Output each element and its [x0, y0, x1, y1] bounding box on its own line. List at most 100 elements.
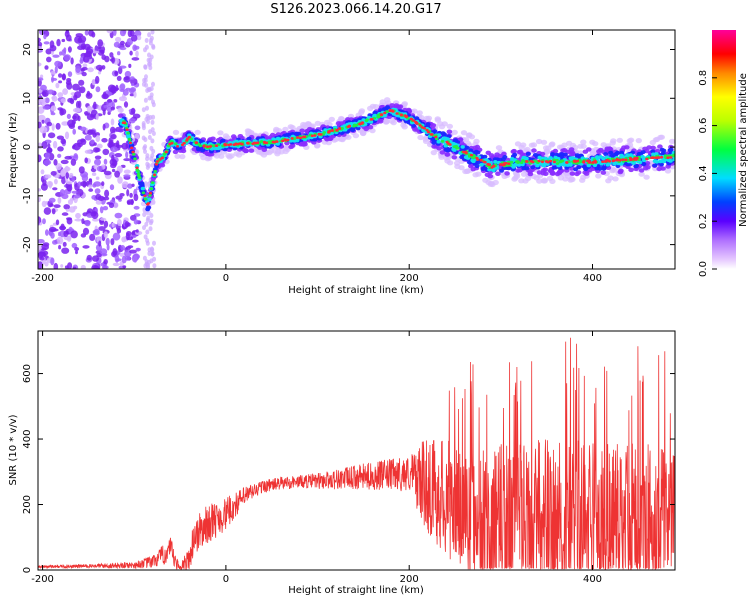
noise-blob: [115, 36, 122, 43]
ridge-inner: [510, 157, 515, 161]
ridge-core: [296, 136, 300, 139]
noise-blob: [125, 246, 131, 251]
noise-blob: [152, 240, 156, 246]
ridge-core: [504, 161, 508, 165]
noise-blob: [119, 96, 127, 102]
noise-blob: [51, 76, 54, 83]
noise-blob: [71, 176, 75, 183]
ridge-inner: [491, 168, 496, 173]
ridge-halo: [390, 120, 397, 126]
noise-blob: [103, 220, 109, 228]
noise-blob: [41, 141, 48, 149]
ridge-halo: [235, 152, 243, 158]
ridge-outer: [230, 134, 237, 139]
noise-blob: [86, 113, 95, 121]
noise-blob: [58, 245, 62, 250]
noise-blob: [57, 146, 64, 152]
y-tick-label: 20: [22, 43, 33, 56]
noise-blob: [90, 211, 97, 217]
noise-blob: [78, 86, 86, 94]
ridge-outer: [324, 136, 330, 141]
noise-blob: [92, 132, 97, 138]
ridge-inner: [654, 160, 659, 164]
noise-blob: [119, 65, 127, 69]
ridge-mid: [411, 123, 417, 128]
noise-blob: [88, 30, 94, 37]
ridge-inner: [513, 162, 518, 167]
ridge-core: [499, 163, 503, 166]
ridge-outer: [586, 147, 592, 152]
ridge-outer: [470, 167, 477, 172]
noise-blob: [51, 96, 55, 100]
ridge-halo: [513, 173, 521, 179]
ridge-core: [601, 160, 605, 163]
noise-blob: [103, 170, 112, 176]
ridge-high: [456, 146, 460, 150]
ridge-core: [618, 158, 622, 162]
noise-blob: [54, 60, 62, 67]
noise-blob: [75, 65, 81, 73]
noise-blob: [65, 208, 70, 212]
noise-blob: [119, 30, 126, 37]
noise-blob: [119, 40, 125, 46]
ridge-halo: [568, 176, 575, 182]
noise-blob: [67, 71, 73, 77]
ridge-mid: [550, 152, 555, 157]
ridge-high: [552, 158, 556, 162]
noise-blob: [133, 205, 140, 210]
ridge-outer: [288, 144, 294, 150]
noise-blob: [149, 86, 154, 92]
ridge-core: [290, 137, 294, 140]
ridge-halo: [569, 142, 577, 148]
ridge-outer: [180, 148, 187, 154]
noise-blob: [151, 114, 156, 120]
noise-blob: [80, 138, 86, 143]
ridge-core: [121, 121, 125, 125]
ridge-halo: [524, 146, 531, 152]
noise-blob: [110, 106, 116, 111]
y-tick-label: 10: [22, 92, 33, 105]
x-tick-label: 200: [400, 574, 419, 585]
ridge-mid: [615, 164, 621, 168]
ridge-core: [154, 163, 159, 166]
ridge-outer: [237, 134, 244, 139]
noise-blob: [106, 244, 110, 251]
noise-blob: [39, 97, 46, 102]
ridge-halo: [520, 171, 528, 177]
noise-blob: [105, 237, 110, 246]
noise-blob: [61, 247, 70, 254]
ridge-core: [223, 143, 227, 146]
ridge-outer: [628, 167, 634, 173]
noise-blob: [78, 35, 87, 43]
noise-blob: [102, 91, 107, 99]
ridge-high: [148, 194, 152, 197]
noise-blob: [61, 212, 69, 216]
noise-blob: [57, 92, 64, 98]
ridge-mid: [652, 163, 658, 168]
ridge-outer: [395, 104, 402, 109]
noise-blob: [142, 225, 146, 231]
ridge-core: [409, 117, 414, 121]
ridge-halo: [548, 142, 555, 148]
ridge-mid: [432, 129, 438, 134]
ridge-core: [525, 160, 529, 163]
ridge-high: [133, 157, 137, 161]
noise-blob: [57, 107, 63, 111]
noise-blob: [52, 240, 58, 245]
noise-blob: [96, 253, 102, 258]
noise-blob: [129, 50, 133, 56]
spectrogram-xlabel: Height of straight line (km): [288, 285, 424, 296]
noise-blob: [107, 84, 116, 93]
noise-blob: [57, 153, 62, 158]
ridge-core: [185, 139, 189, 142]
colorbar-label: Normalized spectral amplitude: [738, 73, 749, 227]
ridge-high: [135, 168, 139, 172]
ridge-inner: [484, 158, 489, 162]
ridge-outer: [485, 150, 492, 155]
spectrogram-panel: -200 0 200 400 -20 -10 0 10 20 Height of straigh…: [8, 29, 676, 296]
noise-blob: [54, 178, 58, 185]
noise-blob: [112, 248, 118, 256]
ridge-halo: [495, 145, 503, 151]
